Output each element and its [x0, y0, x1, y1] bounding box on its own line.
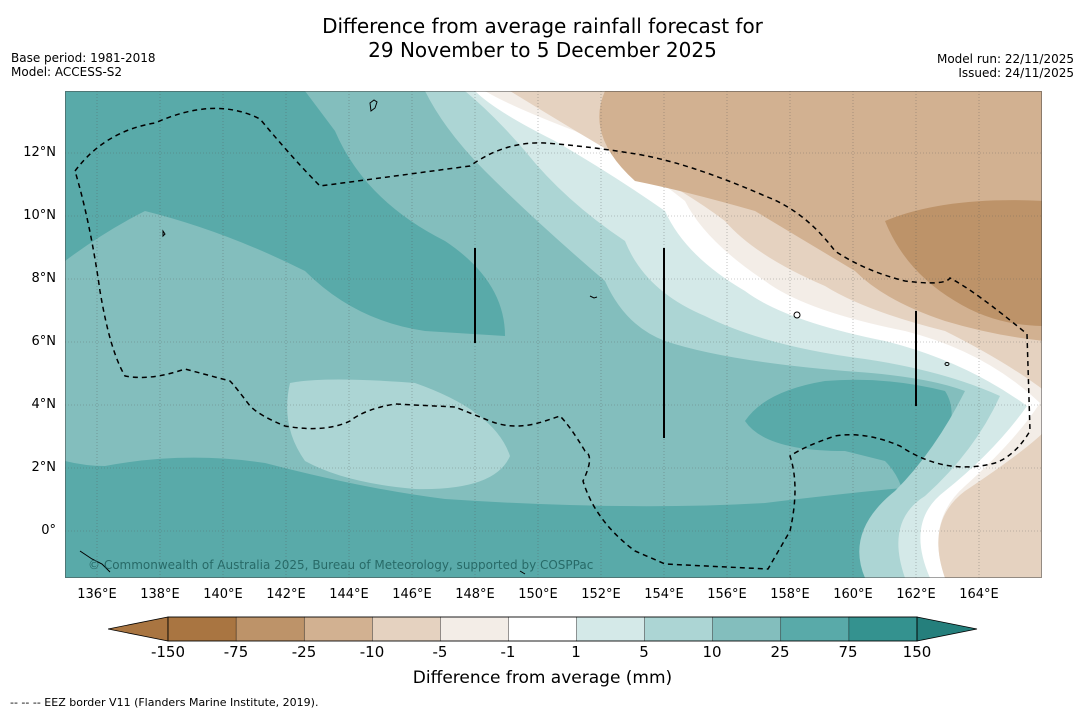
- x-tick-150e: 150°E: [518, 587, 558, 602]
- colorbar-bin-7: [644, 616, 714, 642]
- y-tick-2n: 2°N: [31, 460, 57, 475]
- eez-legend-footer: -- -- -- EEZ border V11 (Flanders Marine…: [10, 696, 319, 709]
- eez-border: [74, 107, 1031, 570]
- cb-tick-10: 75: [838, 643, 858, 661]
- cb-tick-7: 5: [639, 643, 649, 661]
- y-tick-10n: 10°N: [23, 208, 56, 223]
- colorbar-bin-0: [167, 616, 237, 642]
- issued-date: Issued: 24/11/2025: [958, 66, 1074, 80]
- colorbar-label: Difference from average (mm): [412, 668, 673, 688]
- contour-teal-deep-south: [65, 379, 952, 578]
- cb-tick-6: 1: [571, 643, 581, 661]
- x-tick-164e: 164°E: [959, 587, 999, 602]
- island-outlines: [79, 99, 950, 575]
- colorbar-bin-5: [508, 616, 578, 642]
- cb-tick-2: -25: [291, 643, 317, 661]
- model-run: Model run: 22/11/2025: [936, 52, 1074, 66]
- cb-tick-3: -10: [359, 643, 385, 661]
- copyright-notice: © Commonwealth of Australia 2025, Bureau…: [88, 558, 594, 572]
- meta-left: Base period: 1981-2018 Model: ACCESS-S2: [11, 51, 156, 79]
- cb-tick-4: -5: [432, 643, 448, 661]
- x-tick-160e: 160°E: [833, 587, 873, 602]
- x-tick-142e: 142°E: [266, 587, 306, 602]
- x-tick-148e: 148°E: [455, 587, 495, 602]
- colorbar-arrow-low: [108, 616, 169, 642]
- contour-teal-deep-north: [65, 91, 505, 336]
- x-tick-138e: 138°E: [140, 587, 180, 602]
- x-tick-152e: 152°E: [581, 587, 621, 602]
- colorbar-bin-3: [372, 616, 442, 642]
- model-name: Model: ACCESS-S2: [11, 65, 123, 79]
- cb-tick-5: -1: [500, 643, 516, 661]
- base-period: Base period: 1981-2018: [11, 51, 156, 65]
- colorbar-arrow-high: [916, 616, 978, 642]
- cb-tick-0: -150: [150, 643, 186, 661]
- colorbar-bin-1: [235, 616, 305, 642]
- title-line-2: 29 November to 5 December 2025: [368, 38, 717, 62]
- graticule: [65, 91, 1042, 578]
- x-tick-158e: 158°E: [770, 587, 810, 602]
- x-tick-162e: 162°E: [896, 587, 936, 602]
- y-tick-12n: 12°N: [23, 145, 56, 160]
- x-tick-144e: 144°E: [329, 587, 369, 602]
- contour-teal-light-center: [287, 379, 510, 490]
- y-tick-4n: 4°N: [31, 397, 57, 412]
- x-tick-146e: 146°E: [392, 587, 432, 602]
- colorbar-bin-9: [780, 616, 850, 642]
- colorbar-bin-10: [848, 616, 918, 642]
- y-tick-0: 0°: [41, 523, 56, 538]
- map-title: Difference from average rainfall forecas…: [0, 14, 1085, 62]
- x-tick-136e: 136°E: [77, 587, 117, 602]
- cb-tick-1: -75: [223, 643, 249, 661]
- rainfall-anomaly-map: [65, 91, 1042, 578]
- contour-tan-dark: [885, 200, 1042, 326]
- x-tick-140e: 140°E: [203, 587, 243, 602]
- y-tick-8n: 8°N: [31, 271, 57, 286]
- contour-tan-light-south: [938, 433, 1042, 578]
- title-line-1: Difference from average rainfall forecas…: [322, 14, 763, 38]
- colorbar-bin-4: [440, 616, 510, 642]
- meta-right: Model run: 22/11/2025 Issued: 24/11/2025: [937, 52, 1074, 80]
- cb-tick-8: 10: [702, 643, 722, 661]
- y-tick-6n: 6°N: [31, 334, 57, 349]
- colorbar: [108, 616, 978, 642]
- cb-tick-11: 150: [902, 643, 932, 661]
- colorbar-bin-2: [303, 616, 373, 642]
- colorbar-bin-6: [576, 616, 646, 642]
- colorbar-bin-8: [712, 616, 782, 642]
- x-tick-156e: 156°E: [707, 587, 747, 602]
- cb-tick-9: 25: [770, 643, 790, 661]
- x-tick-154e: 154°E: [644, 587, 684, 602]
